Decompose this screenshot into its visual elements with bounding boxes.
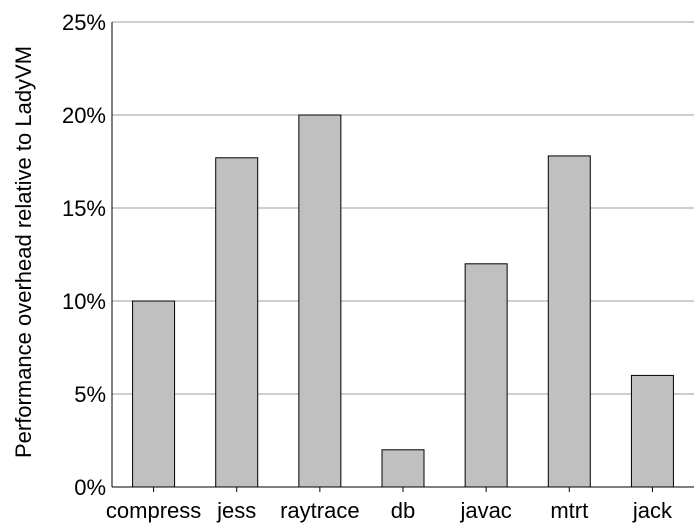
- x-tick-label-raytrace: raytrace: [280, 498, 359, 523]
- y-tick-label: 20%: [62, 103, 106, 128]
- bar-jess: [215, 157, 259, 488]
- y-tick-label: 0%: [74, 475, 106, 500]
- y-tick-label: 15%: [62, 196, 106, 221]
- y-tick-label: 25%: [62, 10, 106, 35]
- bar-compress: [132, 300, 176, 488]
- bar-raytrace: [298, 114, 342, 488]
- bar-javac: [464, 263, 508, 488]
- y-axis-title: Performance overhead relative to LadyVM: [11, 46, 36, 458]
- y-tick-labels: 0% 5% 10% 15% 20% 25%: [62, 10, 106, 500]
- x-tick-label-jack: jack: [632, 498, 673, 523]
- bar-mtrt: [547, 155, 591, 488]
- bars: [132, 114, 674, 488]
- grid-lines: [112, 21, 694, 488]
- x-tick-label-mtrt: mtrt: [550, 498, 588, 523]
- x-tick-label-jess: jess: [216, 498, 256, 523]
- x-tick-label-compress: compress: [106, 498, 201, 523]
- bar-jack: [630, 374, 674, 488]
- y-tick-label: 10%: [62, 289, 106, 314]
- bar-db: [381, 449, 425, 488]
- y-tick-label: 5%: [74, 382, 106, 407]
- x-tick-label-javac: javac: [459, 498, 511, 523]
- x-tick-labels: compress jess raytrace db javac mtrt jack: [106, 487, 673, 523]
- x-tick-label-db: db: [391, 498, 415, 523]
